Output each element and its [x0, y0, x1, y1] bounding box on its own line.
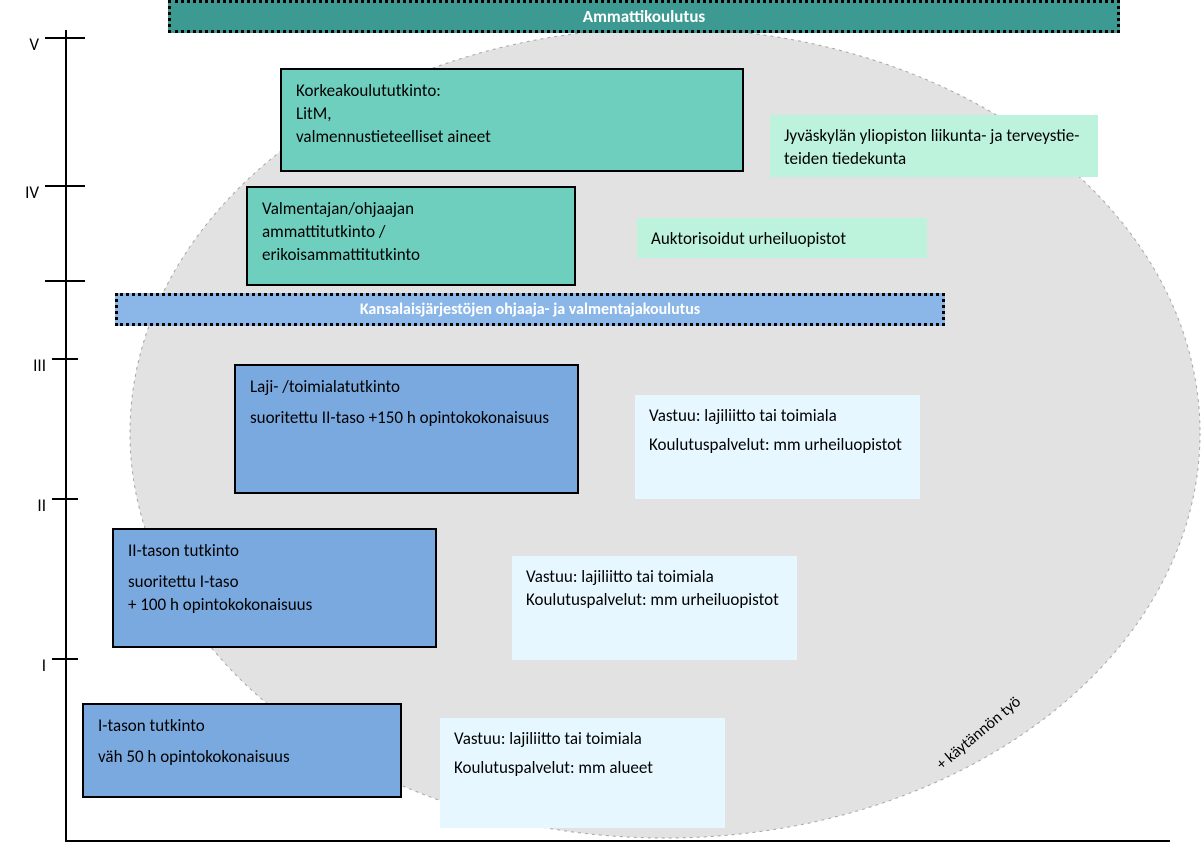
banner-top-text: Ammattikoulutus — [583, 6, 705, 27]
box-iv-line1: Valmentajan/ohjaajan — [262, 198, 560, 221]
box-level-v: Korkeakoulututkinto: LitM, valmennustiet… — [280, 68, 744, 172]
box-v-line1: Korkeakoulututkinto: — [296, 80, 728, 103]
axis-tick-label: IV — [0, 182, 39, 203]
box-level-i: I-tason tutkinto väh 50 h opintokokonais… — [82, 703, 402, 798]
box-iii-line1: Laji- /toimialatutkinto — [250, 376, 563, 399]
box-ii-line1: II-tason tutkinto — [128, 540, 421, 563]
axis-tick-label: III — [0, 355, 46, 376]
axis-tick — [52, 498, 78, 500]
axis-tick — [52, 358, 78, 360]
axis-tick-label: V — [0, 34, 39, 55]
info-iv-text: Auktorisoidut urheiluopistot — [651, 228, 846, 249]
info-level-iv: Auktorisoidut urheiluopistot — [637, 218, 927, 258]
box-level-ii: II-tason tutkinto suoritettu I-taso + 10… — [112, 528, 437, 648]
box-iv-line2: ammattitutkinto / — [262, 221, 560, 244]
box-ii-line2: suoritettu I-taso — [128, 571, 421, 594]
box-ii-line3: + 100 h opintokokonaisuus — [128, 594, 421, 617]
info-iii-line2: Koulutuspalvelut: mm urheiluopistot — [649, 434, 906, 457]
box-iii-line2: suoritettu II-taso +150 h opintokokonais… — [250, 407, 563, 430]
box-i-line1: I-tason tutkinto — [98, 715, 386, 738]
y-axis — [65, 30, 67, 840]
axis-tick — [45, 185, 85, 187]
info-level-i: Vastuu: lajiliitto tai toimiala Koulutus… — [440, 718, 725, 828]
box-level-iii: Laji- /toimialatutkinto suoritettu II-ta… — [234, 364, 579, 494]
diagram-canvas: Ammattikoulutus VIVIIIIII Kansalaisjärje… — [0, 0, 1204, 862]
axis-tick — [52, 658, 78, 660]
axis-tick-label: II — [0, 495, 46, 516]
info-ii-line1: Vastuu: lajiliitto tai toimiala — [526, 566, 783, 589]
x-axis — [65, 840, 1170, 842]
info-level-v: Jyväskylän yliopiston liikunta- ja terve… — [770, 115, 1098, 177]
box-i-line2: väh 50 h opintokokonaisuus — [98, 746, 386, 769]
info-level-ii: Vastuu: lajiliitto tai toimiala Koulutus… — [512, 556, 797, 660]
info-iii-line1: Vastuu: lajiliitto tai toimiala — [649, 405, 906, 428]
info-i-line1: Vastuu: lajiliitto tai toimiala — [454, 728, 711, 751]
info-level-iii: Vastuu: lajiliitto tai toimiala Koulutus… — [635, 395, 920, 499]
axis-tick-label: I — [0, 655, 46, 676]
box-v-line2: LitM, — [296, 103, 728, 126]
info-i-line2: Koulutuspalvelut: mm alueet — [454, 757, 711, 780]
axis-tick — [45, 280, 85, 282]
box-iv-line3: erikoisammattitutkinto — [262, 244, 560, 267]
axis-tick — [45, 37, 85, 39]
practice-work-label: + käytännön työ — [933, 692, 1025, 774]
banner-ammattikoulutus: Ammattikoulutus — [168, 0, 1120, 33]
info-v-text: Jyväskylän yliopiston liikunta- ja terve… — [784, 125, 1079, 169]
banner-mid-text: Kansalaisjärjestöjen ohjaaja- ja valment… — [360, 300, 700, 319]
rot-label-text: + käytännön työ — [933, 692, 1025, 774]
banner-kansalaisjarjestot: Kansalaisjärjestöjen ohjaaja- ja valment… — [115, 293, 945, 326]
box-v-line3: valmennustieteelliset aineet — [296, 126, 728, 149]
box-level-iv: Valmentajan/ohjaajan ammattitutkinto / e… — [246, 186, 576, 286]
info-ii-line2: Koulutuspalvelut: mm urheiluopistot — [526, 589, 783, 612]
